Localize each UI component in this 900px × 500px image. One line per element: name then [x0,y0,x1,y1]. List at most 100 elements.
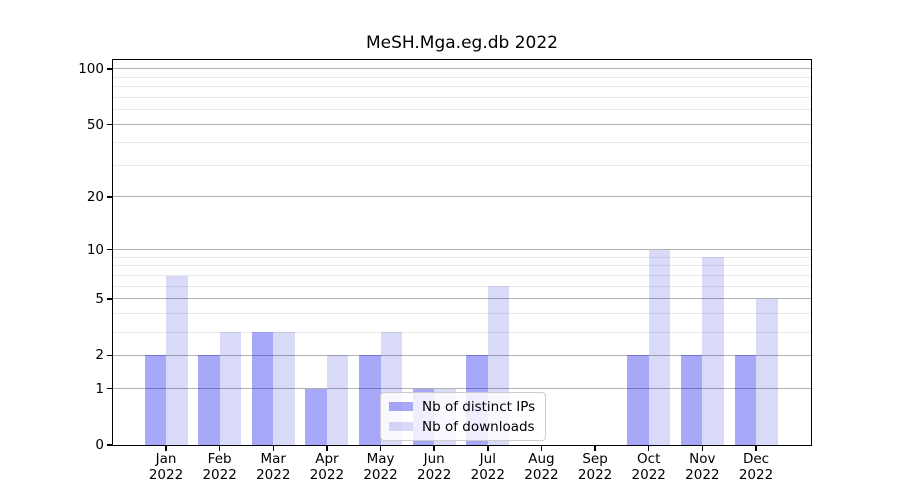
bar-downloads-dec [756,298,778,445]
x-tick-month: Apr [315,451,339,467]
x-tick-month: Jul [479,451,496,467]
y-tick-mark [107,248,113,251]
x-tick-mark [272,445,274,451]
x-tick-month: Feb [207,451,232,467]
y-tick-label: 0 [95,437,104,453]
bar-distinct-ips-nov [680,355,703,445]
x-tick-month: Sep [582,451,608,467]
x-tick-month: Dec [742,451,770,467]
gridline-major [113,68,811,70]
plot-area [113,60,811,445]
bar-distinct-ips-apr [305,388,327,445]
x-tick-year: 2022 [577,466,613,483]
bar-distinct-ips-feb [198,355,220,445]
x-tick-month: Nov [689,451,716,467]
x-tick-year: 2022 [685,466,720,483]
legend-item-distinct-ips: Nb of distinct IPs [389,398,535,415]
y-tick-mark [107,68,113,70]
x-tick-label: Jul 2022 [456,451,520,483]
x-tick-year: 2022 [309,466,345,483]
gridline-major [113,388,811,389]
y-tick-mark [107,298,113,300]
y-tick-mark [107,354,113,357]
x-tick-month: Jan [155,451,177,467]
x-tick-year: 2022 [524,466,559,483]
y-tick-label: 50 [86,116,104,133]
gridline-minor [113,109,811,111]
x-tick-mark [326,445,328,451]
x-tick-label: Jun 2022 [402,451,466,483]
x-tick-mark [379,445,382,451]
gridline-major [113,196,811,198]
x-tick-year: 2022 [416,466,452,483]
x-tick-year: 2022 [631,466,666,483]
x-tick-label: Sep 2022 [563,451,627,483]
legend-swatch-downloads-icon [389,422,413,431]
legend-label-downloads: Nb of downloads [422,418,535,435]
x-tick-month: Jun [423,451,445,467]
x-tick-label: Dec 2022 [724,451,788,483]
x-tick-month: May [366,451,395,467]
x-tick-mark [755,445,757,451]
x-tick-year: 2022 [202,466,237,483]
x-tick-label: May 2022 [349,451,413,483]
bar-downloads-oct [648,249,671,445]
y-tick-mark [107,387,113,390]
x-tick-label: Feb 2022 [188,451,252,483]
y-tick-mark [107,444,113,446]
y-tick-label: 2 [95,347,104,364]
bar-downloads-apr [326,355,349,445]
y-tick-mark [107,123,113,126]
chart-title: MeSH.Mga.eg.db 2022 [366,33,558,53]
x-tick-month: Oct [637,451,661,467]
x-tick-mark [165,445,167,451]
bar-downloads-feb [219,332,242,445]
x-tick-mark [433,445,435,451]
bar-downloads-nov [702,257,724,445]
x-tick-year: 2022 [148,466,184,483]
x-tick-label: Nov 2022 [670,451,734,483]
bar-distinct-ips-oct [627,355,649,445]
bar-distinct-ips-jan [144,355,166,445]
gridline-major [113,298,811,300]
x-tick-mark [218,445,221,451]
y-tick-label: 5 [95,290,104,307]
x-tick-label: Mar 2022 [241,451,305,483]
y-tick-label: 20 [86,188,104,205]
bar-downloads-mar [273,332,295,445]
x-tick-mark [487,445,489,451]
x-tick-label: Oct 2022 [617,451,681,483]
gridline-major [113,124,811,126]
gridline-minor [113,331,811,333]
legend-label-distinct-ips: Nb of distinct IPs [422,398,536,415]
gridline-minor [113,141,811,143]
x-tick-label: Aug 2022 [509,451,573,483]
bar-distinct-ips-dec [734,355,756,445]
legend-item-downloads: Nb of downloads [389,418,535,435]
x-tick-year: 2022 [256,466,291,483]
gridline-minor [113,275,811,277]
gridline-major [113,354,811,356]
gridline-minor [113,313,811,315]
x-tick-label: Jan 2022 [134,451,198,483]
x-tick-month: Mar [260,451,286,467]
x-tick-year: 2022 [738,466,774,483]
gridline-minor [113,256,811,258]
x-tick-mark [701,445,704,451]
gridline-minor [113,265,811,267]
gridline-minor [113,76,811,78]
legend: Nb of distinct IPs Nb of downloads [380,392,547,441]
y-tick-label: 10 [86,241,104,258]
x-tick-mark [594,445,596,451]
bar-downloads-jan [166,275,188,445]
gridline-minor [113,164,811,166]
y-tick-label: 100 [78,60,104,77]
x-tick-mark [540,445,543,451]
gridline-minor [113,97,811,99]
x-tick-year: 2022 [470,466,505,483]
x-tick-year: 2022 [363,466,398,483]
x-tick-month: Aug [528,451,555,467]
x-tick-mark [648,445,650,451]
y-tick-mark [107,196,113,198]
